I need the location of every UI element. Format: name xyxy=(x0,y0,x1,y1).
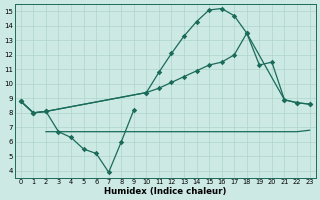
X-axis label: Humidex (Indice chaleur): Humidex (Indice chaleur) xyxy=(104,187,226,196)
